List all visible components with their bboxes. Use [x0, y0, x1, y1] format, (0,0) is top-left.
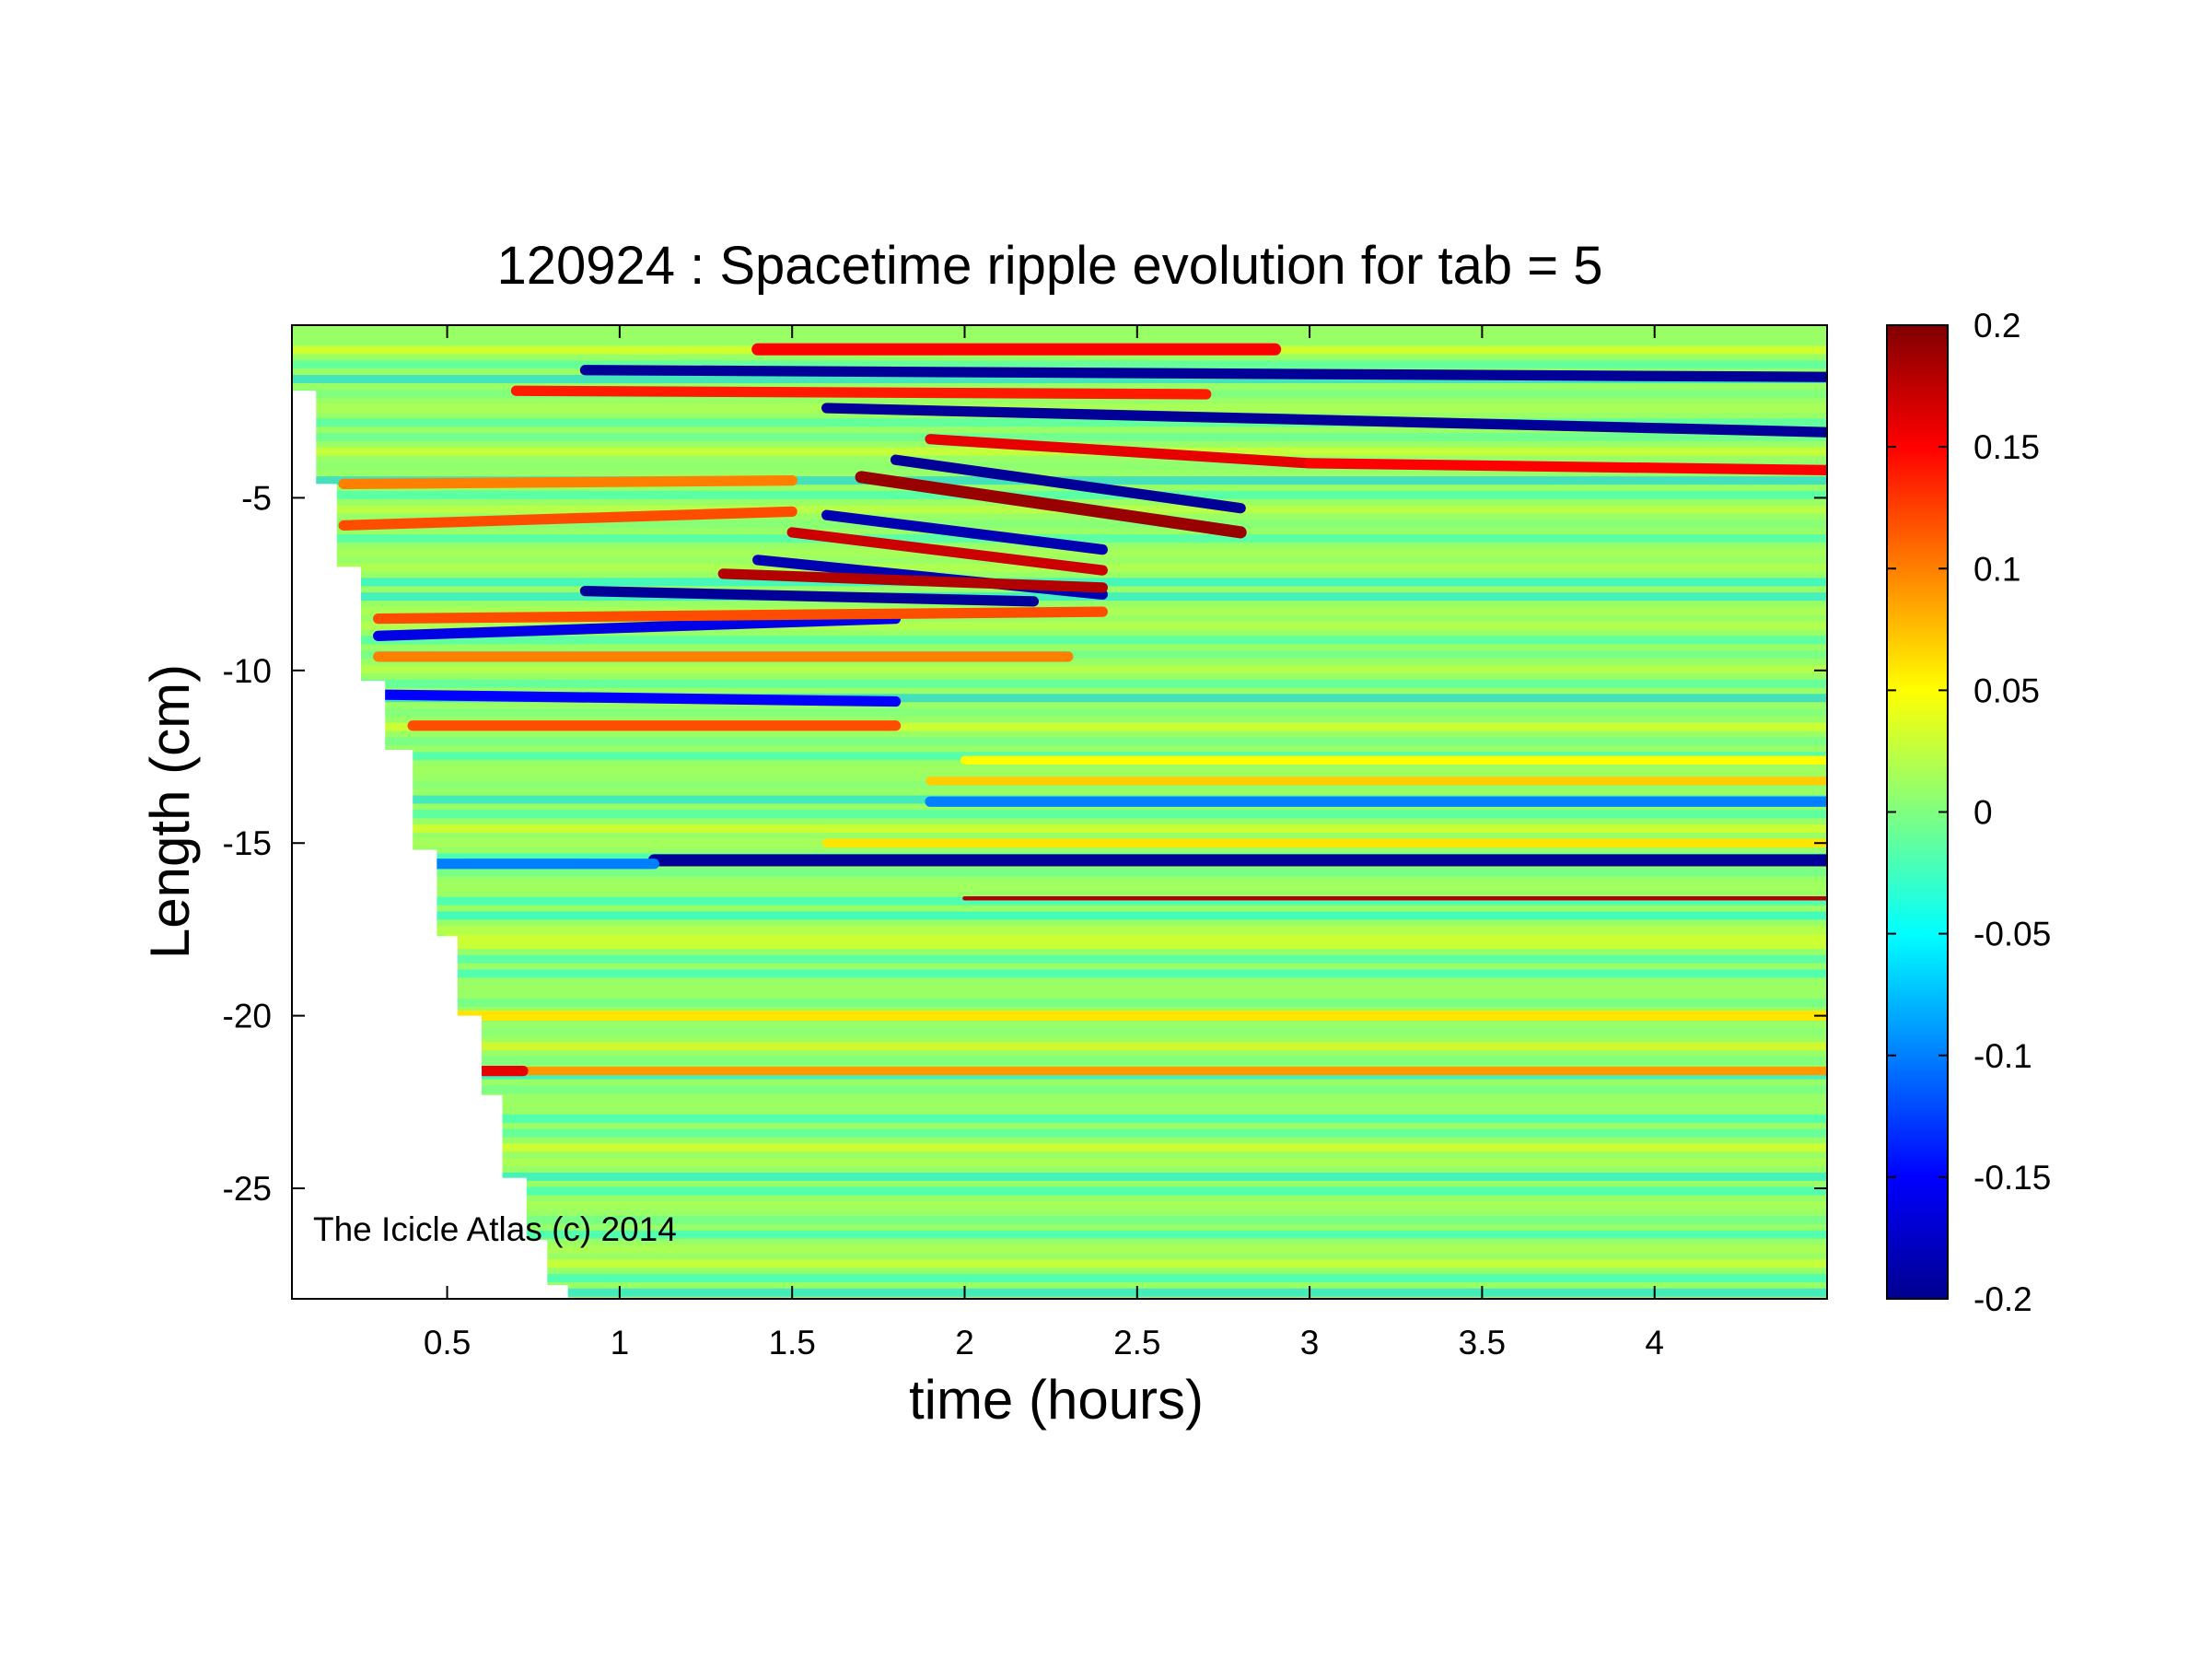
- heatmap-band: [855, 471, 1247, 539]
- heatmap-band: [373, 613, 902, 641]
- colorbar-tick-label: 0: [1973, 794, 1993, 832]
- heatmap-striations: [292, 331, 1827, 1297]
- x-tick-label: 3.5: [1459, 1324, 1506, 1361]
- y-tick-label: -10: [223, 652, 272, 690]
- x-tick-label: 2: [955, 1324, 974, 1361]
- x-tick-label: 3: [1300, 1324, 1320, 1361]
- x-tick-label: 4: [1645, 1324, 1664, 1361]
- heatmap-band: [338, 475, 797, 490]
- colorbar-tick-label: -0.05: [1973, 916, 2051, 953]
- chart-title: 120924 : Spacetime ripple evolution for …: [496, 236, 1602, 296]
- heatmap: [292, 325, 1827, 1299]
- heatmap-band: [510, 385, 1212, 400]
- x-tick-label: 1: [611, 1324, 630, 1361]
- colorbar-ticks: 0.2 0.15 0.1 0.05 0 -0.05 -0.1 -0.15 -0.2: [1887, 307, 2051, 1318]
- colorbar-tick-label: -0.15: [1973, 1159, 2051, 1197]
- x-tick-label: 2.5: [1113, 1324, 1160, 1361]
- colorbar-tick-label: 0.05: [1973, 672, 2040, 709]
- x-tick-label: 0.5: [424, 1324, 471, 1361]
- colorbar-tick-label: 0.2: [1973, 307, 2020, 345]
- x-axis-label: time (hours): [909, 1369, 1204, 1431]
- colorbar-tick-label: 0.1: [1973, 550, 2020, 588]
- heatmap-band: [925, 434, 1315, 469]
- y-axis-label: Length (cm): [139, 664, 201, 959]
- colorbar-tick-label: -0.2: [1973, 1280, 2032, 1318]
- heatmap-bands: [338, 343, 1827, 1077]
- heatmap-band: [786, 527, 1108, 576]
- heatmap-band: [373, 689, 902, 707]
- heatmap-band: [821, 403, 1827, 438]
- heatmap-band: [579, 365, 1827, 382]
- x-axis: 0.5 1 1.5 2 2.5 3 3.5 4: [424, 325, 1664, 1361]
- colorbar-tick-label: -0.1: [1973, 1037, 2032, 1075]
- watermark-text: The Icicle Atlas (c) 2014: [313, 1210, 677, 1248]
- x-tick-label: 1.5: [768, 1324, 815, 1361]
- no-data-region: [292, 325, 568, 1299]
- heatmap-band: [1304, 458, 1827, 476]
- heatmap-band: [821, 509, 1108, 555]
- heatmap-band: [579, 585, 1040, 607]
- y-tick-label: -20: [223, 998, 272, 1035]
- y-tick-label: -15: [223, 824, 272, 862]
- heatmap-band: [890, 454, 1246, 514]
- colorbar-tick-label: 0.15: [1973, 428, 2040, 466]
- heatmap-band: [338, 506, 797, 532]
- y-tick-label: -25: [223, 1170, 272, 1208]
- heatmap-band: [717, 568, 1108, 593]
- y-tick-label: -5: [241, 479, 272, 517]
- plot-frame: [291, 324, 1828, 1300]
- heatmap-band: [373, 606, 1108, 625]
- y-axis: -5 -10 -15 -20 -25: [223, 479, 1827, 1208]
